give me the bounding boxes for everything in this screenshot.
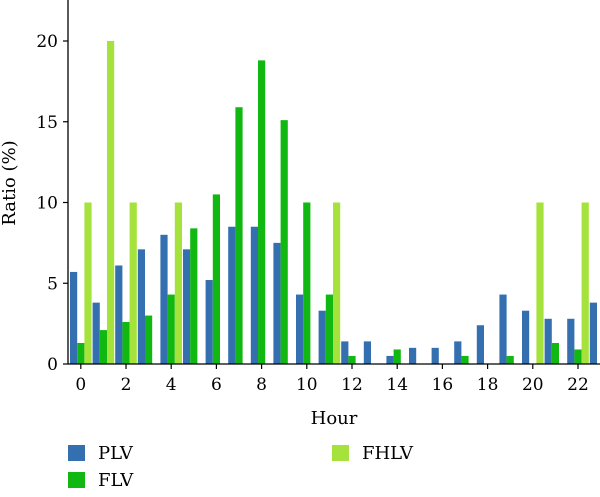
legend: PLV FLV FHLV xyxy=(68,443,414,491)
bar-plv-hour-11 xyxy=(318,310,326,364)
bar-flv-hour-2 xyxy=(122,322,130,364)
bar-plv-hour-1 xyxy=(92,302,100,364)
bar-plv-hour-5 xyxy=(183,249,191,364)
bar-fhlv-hour-11 xyxy=(333,202,341,364)
bar-flv-hour-14 xyxy=(393,349,401,364)
bar-plv-hour-4 xyxy=(160,234,168,364)
bar-plv-hour-10 xyxy=(296,294,304,364)
bar-plv-hour-0 xyxy=(70,271,78,364)
bar-flv-hour-19 xyxy=(506,355,514,364)
legend-label-flv: FLV xyxy=(98,470,134,491)
legend-swatch-flv xyxy=(68,472,85,488)
x-tick-label: 2 xyxy=(121,375,132,395)
bar-flv-hour-7 xyxy=(235,107,243,364)
bar-fhlv-hour-22 xyxy=(581,202,589,364)
bar-fhlv-hour-20 xyxy=(536,202,544,364)
bar-flv-hour-5 xyxy=(190,228,198,364)
x-tick-label: 4 xyxy=(166,375,177,395)
bar-flv-hour-1 xyxy=(99,330,107,364)
bar-fhlv-hour-2 xyxy=(129,202,137,364)
bar-plv-hour-8 xyxy=(250,226,258,364)
y-tick-label: 0 xyxy=(47,355,58,375)
bar-plv-hour-6 xyxy=(205,280,213,364)
bar-flv-hour-8 xyxy=(258,60,266,364)
x-tick-label: 8 xyxy=(256,375,267,395)
y-tick-label: 20 xyxy=(36,32,58,52)
bar-flv-hour-9 xyxy=(280,120,288,364)
bar-fhlv-hour-0 xyxy=(84,202,92,364)
bar-plv-hour-17 xyxy=(454,341,462,364)
x-tick-label: 10 xyxy=(296,375,318,395)
bar-plv-hour-16 xyxy=(431,347,439,364)
bar-plv-hour-22 xyxy=(567,318,575,364)
bar-plv-hour-9 xyxy=(273,242,281,365)
bar-flv-hour-10 xyxy=(303,202,311,364)
y-tick-label: 5 xyxy=(47,274,58,294)
legend-label-fhlv: FHLV xyxy=(362,443,414,464)
bar-plv-hour-14 xyxy=(386,355,394,364)
bar-plv-hour-13 xyxy=(363,341,371,364)
bar-flv-hour-6 xyxy=(212,194,220,364)
bar-plv-hour-19 xyxy=(499,294,507,364)
x-tick-label: 6 xyxy=(211,375,222,395)
x-axis-title: Hour xyxy=(311,408,358,429)
bar-plv-hour-12 xyxy=(341,341,349,364)
axes-layer: 0 5 10 15 20 0 2 4 6 8 10 12 14 16 18 20 22 xyxy=(36,0,600,395)
bar-fhlv-hour-4 xyxy=(174,202,182,364)
bar-fhlv-hour-1 xyxy=(107,41,115,364)
legend-label-plv: PLV xyxy=(98,443,134,464)
bars-layer xyxy=(70,41,597,365)
x-tick-label: 0 xyxy=(75,375,86,395)
legend-swatch-plv xyxy=(68,445,85,461)
bar-flv-hour-17 xyxy=(461,355,469,364)
bar-flv-hour-21 xyxy=(551,343,559,364)
bar-plv-hour-3 xyxy=(137,249,145,364)
bar-flv-hour-12 xyxy=(348,355,356,364)
y-tick-label: 15 xyxy=(36,113,58,133)
bar-flv-hour-4 xyxy=(167,294,175,364)
x-tick-label: 16 xyxy=(432,375,454,395)
x-tick-label: 14 xyxy=(386,375,408,395)
bar-plv-hour-21 xyxy=(544,318,552,364)
bar-plv-hour-2 xyxy=(115,265,123,364)
bar-plv-hour-18 xyxy=(476,325,484,364)
x-tick-label: 20 xyxy=(522,375,544,395)
y-axis-title: Ratio (%) xyxy=(0,140,20,225)
x-tick-label: 12 xyxy=(341,375,363,395)
y-tick-label: 10 xyxy=(36,194,58,214)
legend-swatch-fhlv xyxy=(332,445,349,461)
bar-flv-hour-22 xyxy=(574,349,582,364)
bar-flv-hour-0 xyxy=(77,343,85,364)
x-tick-label: 18 xyxy=(477,375,499,395)
bar-plv-hour-15 xyxy=(409,347,417,364)
x-tick-label: 22 xyxy=(567,375,589,395)
bar-flv-hour-11 xyxy=(325,294,333,364)
bar-flv-hour-3 xyxy=(145,315,153,364)
bar-plv-hour-20 xyxy=(522,310,530,364)
bar-plv-hour-23 xyxy=(589,302,597,364)
bar-plv-hour-7 xyxy=(228,226,236,364)
